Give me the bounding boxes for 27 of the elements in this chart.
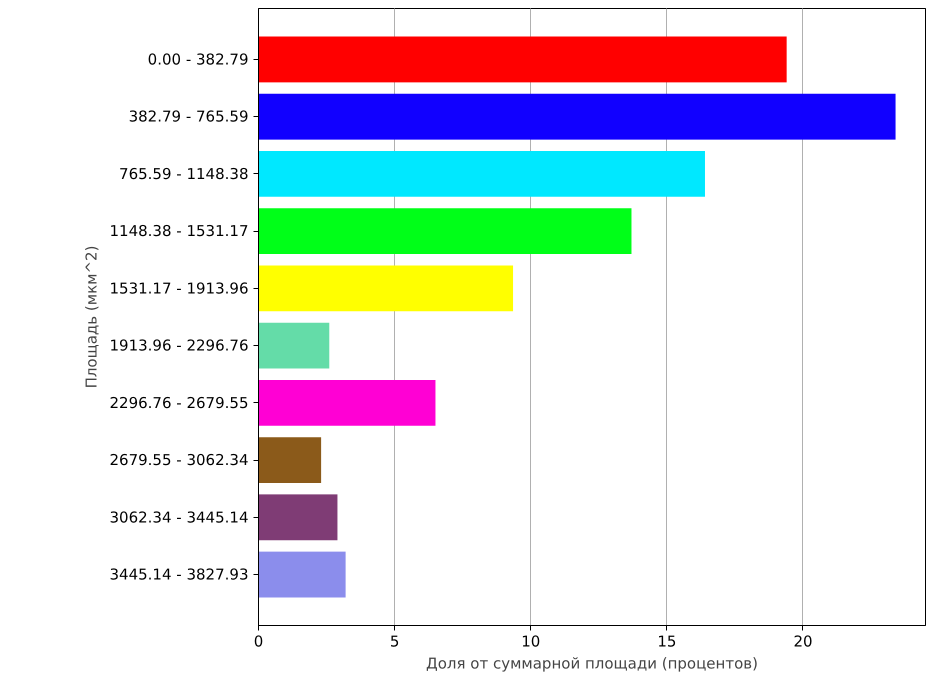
y-tick-label: 3062.34 - 3445.14 (109, 508, 249, 526)
y-axis-title: Площадь (мкм^2) (82, 246, 100, 388)
bar (258, 322, 330, 369)
bar (258, 552, 346, 598)
bar (258, 36, 787, 82)
y-tick-label: 0.00 - 382.79 (148, 50, 249, 68)
y-tick-label: 1531.17 - 1913.96 (109, 279, 249, 298)
y-tick-label: 1148.38 - 1531.17 (109, 222, 249, 240)
x-tick-label: 10 (521, 632, 540, 650)
bar (258, 494, 338, 540)
y-tick-label: 765.59 - 1148.38 (119, 164, 249, 183)
x-tick-label: 15 (657, 632, 676, 650)
y-tick-label: 382.79 - 765.59 (128, 108, 248, 126)
x-axis-title: Доля от суммарной площади (процентов) (426, 654, 758, 672)
x-tick-label: 5 (390, 632, 400, 650)
bar (258, 151, 705, 197)
y-tick-label: 2296.76 - 2679.55 (109, 394, 249, 412)
bar (258, 94, 896, 140)
x-tick-label: 0 (254, 632, 264, 650)
bar (258, 208, 632, 254)
y-tick-label: 2679.55 - 3062.34 (109, 451, 249, 470)
bar (258, 380, 436, 426)
y-tick-label: 3445.14 - 3827.93 (109, 566, 249, 584)
y-tick-label: 1913.96 - 2296.76 (109, 336, 249, 355)
x-tick-label: 20 (793, 632, 813, 650)
bar (258, 265, 514, 312)
bar (258, 437, 322, 483)
